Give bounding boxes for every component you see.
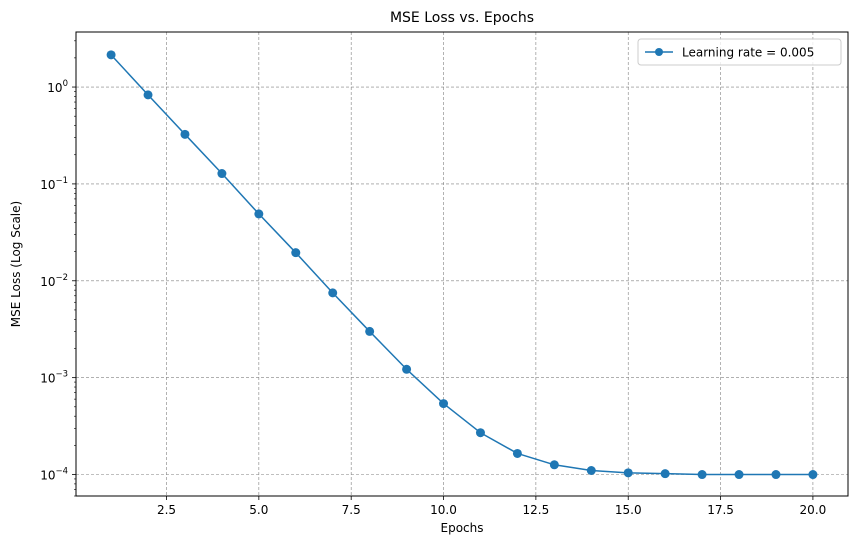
legend-label: Learning rate = 0.005 xyxy=(682,46,814,60)
data-point xyxy=(402,364,412,374)
data-point xyxy=(549,460,559,470)
data-point xyxy=(365,326,375,336)
x-tick-label: 12.5 xyxy=(523,503,550,517)
legend: Learning rate = 0.005 xyxy=(637,38,842,66)
y-tick-label: 10−2 xyxy=(40,273,68,289)
chart-title: MSE Loss vs. Epochs xyxy=(390,10,534,26)
data-point xyxy=(254,209,264,219)
y-tick-label: 10−1 xyxy=(40,176,68,192)
data-point xyxy=(106,50,116,60)
x-tick-label: 5.0 xyxy=(249,503,268,517)
x-tick-label: 10.0 xyxy=(430,503,457,517)
x-axis-title: Epochs xyxy=(441,521,484,535)
x-tick-label: 7.5 xyxy=(342,503,361,517)
data-point xyxy=(439,399,449,409)
y-tick-label: 100 xyxy=(47,79,68,95)
grid xyxy=(76,32,848,496)
data-point xyxy=(734,470,744,480)
data-point xyxy=(697,470,707,480)
data-point xyxy=(660,469,670,479)
data-point xyxy=(586,466,596,476)
y-tick-label: 10−4 xyxy=(40,467,68,483)
y-tick-label: 10−3 xyxy=(40,370,68,386)
series-layer xyxy=(106,50,818,480)
data-point xyxy=(512,448,522,458)
x-tick-label: 2.5 xyxy=(157,503,176,517)
plot-frame xyxy=(75,31,849,497)
data-point xyxy=(808,470,818,480)
data-point xyxy=(771,470,781,480)
data-point xyxy=(143,90,153,100)
data-point xyxy=(180,129,190,139)
legend-marker-sample xyxy=(655,48,663,56)
data-point xyxy=(291,248,301,258)
x-tick-label: 20.0 xyxy=(800,503,827,517)
ticks: 2.5 5.0 7.5 10.0 12.5 15.0 17.5 20.0 10−4 10−3 10−… xyxy=(40,40,827,517)
x-tick-label: 17.5 xyxy=(707,503,734,517)
series-line xyxy=(110,54,813,476)
data-point xyxy=(328,288,338,298)
data-point xyxy=(475,428,485,438)
y-axis-title: MSE Loss (Log Scale) xyxy=(9,201,23,327)
legend-box xyxy=(637,38,842,66)
x-tick-label: 15.0 xyxy=(615,503,642,517)
data-point xyxy=(623,468,633,478)
data-point xyxy=(217,169,227,179)
